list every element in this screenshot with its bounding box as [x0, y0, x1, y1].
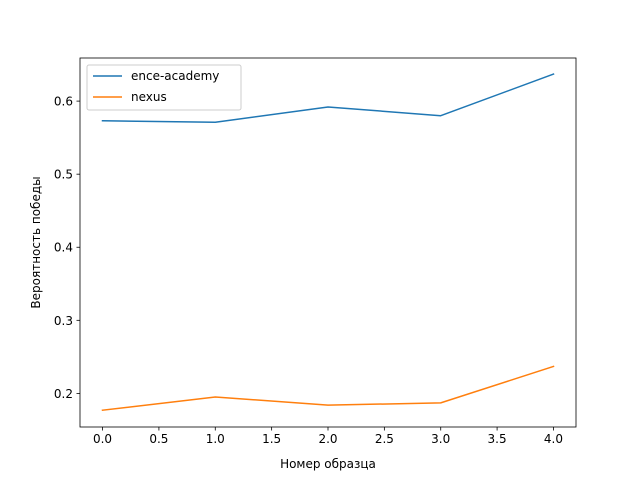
legend-box	[86, 64, 242, 111]
legend-label-ence-academy: ence-academy	[131, 69, 219, 83]
y-tick-label: 0.2	[54, 387, 73, 401]
series-layer	[101, 73, 555, 412]
x-axis-label: Номер образца	[280, 457, 376, 471]
plot-frame	[79, 57, 577, 428]
x-tick-label: 3.0	[431, 432, 450, 446]
legend-label-nexus: nexus	[131, 90, 167, 104]
plot-background	[80, 58, 576, 427]
x-axis-ticks: 0.0 0.5 1.0 1.5 2.0 2.5 3.0 3.5 4.0	[93, 427, 563, 446]
x-tick-label: 2.0	[318, 432, 337, 446]
y-axis-ticks: 0.2 0.3 0.4 0.5 0.6	[54, 95, 80, 401]
x-tick-label: 1.0	[206, 432, 225, 446]
x-tick-label: 1.5	[262, 432, 281, 446]
x-tick-label: 0.0	[93, 432, 112, 446]
x-tick-label: 3.5	[488, 432, 507, 446]
legend: ence-academy nexus	[86, 64, 242, 111]
y-tick-label: 0.3	[54, 314, 73, 328]
y-tick-label: 0.6	[54, 95, 73, 109]
y-tick-label: 0.5	[54, 168, 73, 182]
y-axis-label: Вероятность победы	[29, 176, 43, 308]
x-tick-label: 0.5	[149, 432, 168, 446]
y-tick-label: 0.4	[54, 241, 73, 255]
series-line-nexus	[101, 365, 555, 412]
series-line-ence-academy	[101, 73, 555, 124]
x-tick-label: 2.5	[375, 432, 394, 446]
x-tick-label: 4.0	[544, 432, 563, 446]
